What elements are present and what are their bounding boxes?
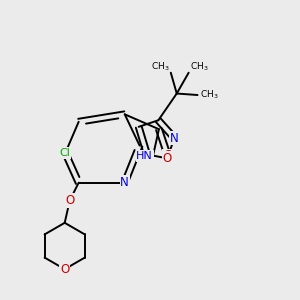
- Text: N: N: [120, 176, 129, 189]
- Text: Cl: Cl: [60, 148, 71, 158]
- Text: CH$_3$: CH$_3$: [151, 60, 169, 73]
- Text: O: O: [163, 149, 172, 162]
- Text: CH$_3$: CH$_3$: [200, 89, 219, 101]
- Text: O: O: [60, 263, 69, 276]
- Text: CH$_3$: CH$_3$: [190, 60, 209, 73]
- Text: N: N: [170, 132, 179, 145]
- Text: O: O: [65, 194, 74, 207]
- Text: HN: HN: [136, 151, 153, 161]
- Text: O: O: [163, 152, 172, 165]
